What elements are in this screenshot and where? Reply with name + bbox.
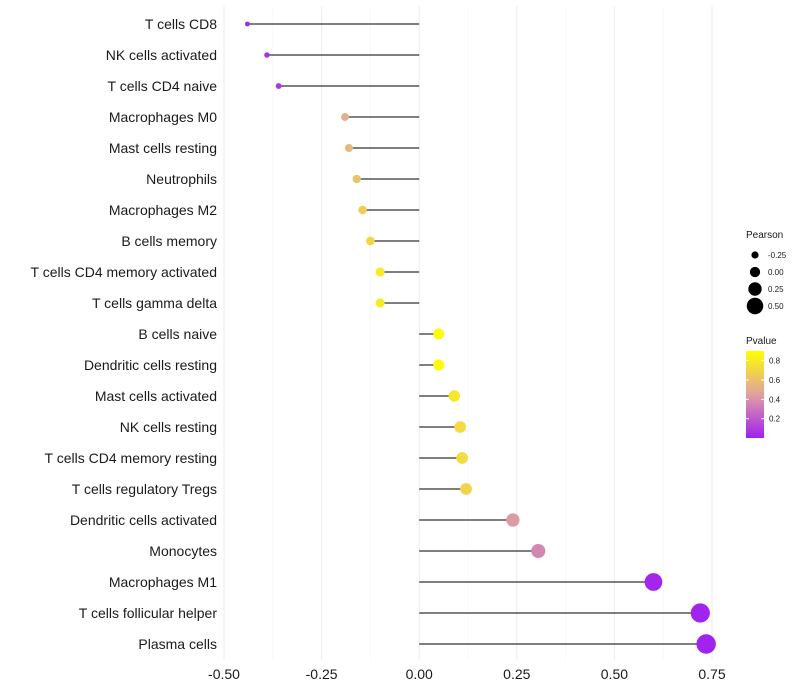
- data-point: [245, 21, 250, 27]
- data-point: [696, 634, 716, 654]
- data-point: [344, 143, 353, 153]
- data-point: [506, 513, 520, 527]
- legend-size-dot: [749, 266, 761, 278]
- y-label: Macrophages M1: [109, 574, 217, 590]
- y-label: Neutrophils: [146, 171, 217, 187]
- y-label: T cells regulatory Tregs: [72, 481, 217, 497]
- data-point: [341, 113, 349, 121]
- x-tick-label: 0.75: [698, 666, 725, 682]
- data-point: [366, 236, 375, 246]
- data-point: [433, 359, 445, 371]
- x-tick-label: 0.00: [406, 666, 433, 682]
- y-label: NK cells activated: [106, 47, 217, 63]
- legend-size-label: 0.50: [768, 302, 784, 311]
- y-label: Monocytes: [149, 543, 217, 559]
- y-label: T cells CD4 memory activated: [31, 264, 217, 280]
- y-label: T cells CD4 naive: [108, 78, 218, 94]
- data-point: [531, 543, 546, 559]
- points: [245, 21, 716, 654]
- x-tick-label: 0.50: [601, 666, 628, 682]
- y-label: T cells follicular helper: [79, 605, 218, 621]
- legend-size-label: 0.00: [768, 268, 784, 277]
- x-tick-label: 0.25: [503, 666, 530, 682]
- legend-size-dot: [746, 297, 764, 315]
- y-label: Plasma cells: [138, 636, 217, 652]
- legend-size-label: 0.25: [768, 285, 784, 294]
- legend-pearson: Pearson -0.25 0.00 0.25 0.50: [746, 230, 787, 315]
- legend-pvalue-label: 0.8: [769, 357, 781, 366]
- y-label: Macrophages M0: [109, 109, 217, 125]
- data-point: [456, 452, 468, 464]
- y-label: T cells CD4 memory resting: [45, 450, 217, 466]
- legend-pvalue-label: 0.4: [769, 395, 781, 404]
- data-point: [358, 205, 367, 215]
- data-point: [264, 52, 270, 58]
- legend-pearson-title: Pearson: [746, 230, 783, 241]
- data-point: [375, 298, 385, 308]
- legend-pvalue-label: 0.2: [769, 415, 781, 424]
- data-point: [433, 328, 445, 340]
- data-point: [644, 573, 663, 591]
- data-point: [690, 603, 710, 623]
- stems: [247, 23, 707, 645]
- x-axis-ticks: -0.50 -0.25 0.00 0.25 0.50 0.75: [208, 666, 726, 682]
- y-label: NK cells resting: [120, 419, 217, 435]
- y-label: Mast cells resting: [109, 140, 217, 156]
- y-label: Macrophages M2: [109, 202, 217, 218]
- y-label: T cells gamma delta: [92, 295, 217, 311]
- legend-pvalue-title: Pvalue: [746, 336, 777, 347]
- y-axis-labels: T cells CD8 NK cells activated T cells CD4…: [31, 16, 218, 652]
- y-label: T cells CD8: [145, 16, 217, 32]
- colorbar: [746, 351, 764, 438]
- legend-size-label: -0.25: [768, 251, 787, 260]
- grid: [223, 6, 713, 660]
- data-point: [448, 390, 461, 402]
- y-label: Mast cells activated: [95, 388, 217, 404]
- y-label: Dendritic cells resting: [84, 357, 217, 373]
- data-point: [375, 267, 385, 277]
- legend-pvalue-label: 0.6: [769, 376, 781, 385]
- legend-size-dot: [748, 282, 762, 296]
- data-point: [275, 83, 282, 89]
- legend-size-dot: [751, 251, 759, 259]
- y-label: B cells naive: [138, 326, 217, 342]
- x-tick-label: -0.50: [208, 666, 240, 682]
- legend-pvalue: Pvalue 0.8 0.6 0.4 0.2: [746, 336, 781, 438]
- y-label: B cells memory: [121, 233, 217, 249]
- data-point: [460, 483, 472, 495]
- data-point: [352, 174, 361, 184]
- x-tick-label: -0.25: [306, 666, 338, 682]
- y-label: Dendritic cells activated: [70, 512, 217, 528]
- data-point: [454, 421, 466, 433]
